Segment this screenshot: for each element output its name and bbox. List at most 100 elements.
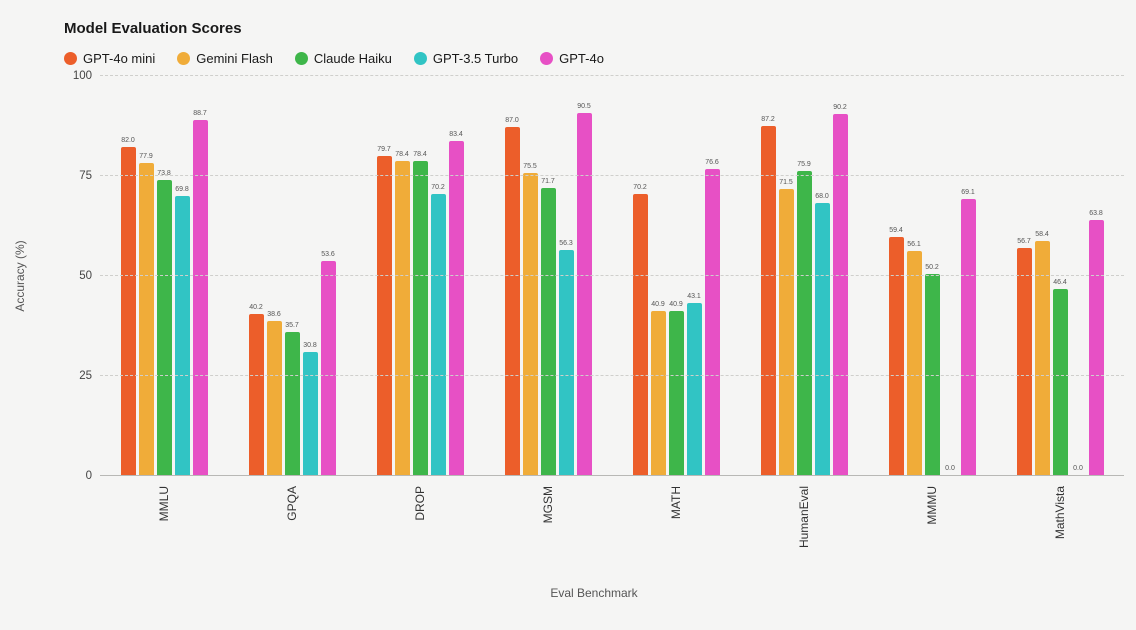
x-label-cell: DROP	[356, 476, 484, 596]
bar-value-label: 46.4	[1053, 279, 1067, 286]
legend-swatch	[295, 52, 308, 65]
legend: GPT-4o mini Gemini Flash Claude Haiku GPT-3…	[64, 51, 1124, 66]
bar-value-label: 78.4	[395, 151, 409, 158]
bar-value-label: 56.3	[559, 240, 573, 247]
legend-label: GPT-4o mini	[83, 51, 155, 66]
bar-value-label: 0.0	[945, 465, 955, 472]
y-axis-label: Accuracy (%)	[13, 240, 27, 311]
x-label-cell: MGSM	[484, 476, 612, 596]
bar: 40.9	[651, 311, 666, 475]
bar: 30.8	[303, 352, 318, 475]
bar-value-label: 79.7	[377, 146, 391, 153]
bar: 56.3	[559, 250, 574, 475]
bar-value-label: 77.9	[139, 153, 153, 160]
bar-value-label: 70.2	[633, 184, 647, 191]
y-tick: 25	[64, 370, 92, 382]
legend-item: GPT-3.5 Turbo	[414, 51, 518, 66]
bar: 70.2	[431, 194, 446, 475]
legend-item: Gemini Flash	[177, 51, 273, 66]
bar-value-label: 76.6	[705, 159, 719, 166]
bar-value-label: 63.8	[1089, 210, 1103, 217]
bar-value-label: 30.8	[303, 342, 317, 349]
bar-value-label: 70.2	[431, 184, 445, 191]
bar-value-label: 0.0	[1073, 465, 1083, 472]
chart-title: Model Evaluation Scores	[64, 20, 1124, 37]
bar: 56.7	[1017, 248, 1032, 475]
bar: 69.8	[175, 196, 190, 475]
bar: 78.4	[413, 161, 428, 475]
x-tick-label: GPQA	[285, 486, 299, 521]
x-tick-label: MGSM	[541, 486, 555, 523]
bar-value-label: 69.1	[961, 189, 975, 196]
bar-value-label: 75.5	[523, 163, 537, 170]
bar: 68.0	[815, 203, 830, 475]
bar-value-label: 87.0	[505, 117, 519, 124]
bar: 73.8	[157, 180, 172, 475]
bar-value-label: 78.4	[413, 151, 427, 158]
x-label-cell: MathVista	[996, 476, 1124, 596]
bar: 35.7	[285, 332, 300, 475]
bar: 46.4	[1053, 289, 1068, 475]
x-tick-label: DROP	[413, 486, 427, 521]
bar: 71.5	[779, 189, 794, 475]
bar: 38.6	[267, 321, 282, 475]
legend-label: Claude Haiku	[314, 51, 392, 66]
bar: 75.5	[523, 173, 538, 475]
x-axis-label: Eval Benchmark	[64, 586, 1124, 600]
bar-value-label: 68.0	[815, 193, 829, 200]
legend-label: Gemini Flash	[196, 51, 273, 66]
y-tick: 100	[64, 70, 92, 82]
bar-value-label: 56.7	[1017, 238, 1031, 245]
x-label-cell: HumanEval	[740, 476, 868, 596]
bar: 75.9	[797, 171, 812, 475]
bar: 43.1	[687, 303, 702, 475]
bar: 40.9	[669, 311, 684, 475]
x-tick-label: HumanEval	[797, 486, 811, 548]
legend-swatch	[414, 52, 427, 65]
bar: 40.2	[249, 314, 264, 475]
plot-area: Accuracy (%) 82.077.973.869.888.740.238.…	[64, 76, 1124, 476]
bar: 78.4	[395, 161, 410, 475]
x-label-cell: GPQA	[228, 476, 356, 596]
bar: 87.2	[761, 126, 776, 475]
bar-value-label: 53.6	[321, 251, 335, 258]
x-tick-label: MathVista	[1053, 486, 1067, 539]
bar-value-label: 50.2	[925, 264, 939, 271]
bar: 76.6	[705, 169, 720, 475]
legend-label: GPT-3.5 Turbo	[433, 51, 518, 66]
bar-value-label: 82.0	[121, 137, 135, 144]
y-tick: 0	[64, 470, 92, 482]
chart: Model Evaluation Scores GPT-4o mini Gemin…	[64, 20, 1124, 476]
bar-value-label: 43.1	[687, 293, 701, 300]
x-label-cell: MMMU	[868, 476, 996, 596]
x-tick-label: MMMU	[925, 486, 939, 525]
bar-value-label: 38.6	[267, 311, 281, 318]
legend-label: GPT-4o	[559, 51, 604, 66]
y-tick: 50	[64, 270, 92, 282]
bar-value-label: 69.8	[175, 186, 189, 193]
bar-value-label: 71.7	[541, 178, 555, 185]
legend-swatch	[540, 52, 553, 65]
grid-line	[100, 375, 1124, 376]
bar: 71.7	[541, 188, 556, 475]
x-tick-label: MATH	[669, 486, 683, 519]
x-tick-label: MMLU	[157, 486, 171, 521]
bar: 90.2	[833, 114, 848, 475]
bar: 82.0	[121, 147, 136, 475]
bar-value-label: 71.5	[779, 179, 793, 186]
bar-value-label: 83.4	[449, 131, 463, 138]
bar-value-label: 40.9	[651, 301, 665, 308]
x-label-cell: MMLU	[100, 476, 228, 596]
bar-value-label: 35.7	[285, 322, 299, 329]
legend-swatch	[64, 52, 77, 65]
bar: 56.1	[907, 251, 922, 475]
bar-value-label: 58.4	[1035, 231, 1049, 238]
bar: 90.5	[577, 113, 592, 475]
bar-value-label: 56.1	[907, 241, 921, 248]
bar: 83.4	[449, 141, 464, 475]
legend-item: GPT-4o	[540, 51, 604, 66]
bar-value-label: 90.2	[833, 104, 847, 111]
bar-value-label: 88.7	[193, 110, 207, 117]
bar: 58.4	[1035, 241, 1050, 475]
legend-item: GPT-4o mini	[64, 51, 155, 66]
